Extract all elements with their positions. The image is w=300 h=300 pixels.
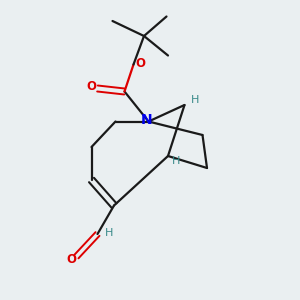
Text: O: O (86, 80, 96, 94)
Text: N: N (141, 113, 153, 127)
Text: H: H (105, 227, 113, 238)
Text: H: H (191, 94, 199, 105)
Text: O: O (135, 56, 145, 70)
Text: O: O (66, 253, 76, 266)
Text: H: H (172, 156, 181, 167)
